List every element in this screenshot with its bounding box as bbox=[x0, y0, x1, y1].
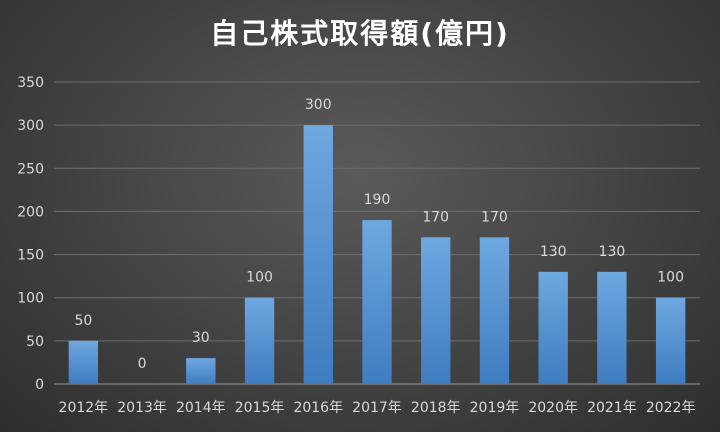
data-label: 170 bbox=[422, 209, 449, 225]
x-tick-label: 2013年 bbox=[117, 400, 167, 416]
x-tick-label: 2017年 bbox=[352, 400, 402, 416]
data-label: 50 bbox=[74, 313, 92, 329]
data-label: 100 bbox=[246, 270, 273, 286]
y-tick-label: 350 bbox=[17, 75, 44, 91]
data-label: 190 bbox=[364, 192, 391, 208]
bar-2022年 bbox=[655, 297, 686, 384]
x-tick-label: 2012年 bbox=[59, 400, 109, 416]
x-tick-label: 2020年 bbox=[528, 400, 578, 416]
y-tick-label: 150 bbox=[17, 248, 44, 264]
bar-2012年 bbox=[68, 340, 99, 384]
x-tick-label: 2021年 bbox=[587, 400, 637, 416]
bar-2016年 bbox=[303, 125, 333, 385]
x-tick-label: 2018年 bbox=[411, 400, 461, 416]
x-tick-label: 2016年 bbox=[293, 400, 343, 416]
data-label: 0 bbox=[138, 356, 147, 372]
bar-2020年 bbox=[538, 271, 568, 384]
y-axis-ticks: 0 50 100 150 200 250 300 350 bbox=[17, 75, 44, 393]
data-label: 100 bbox=[657, 270, 684, 286]
x-axis-ticks: 2012年 2013年 2014年 2015年 2016年 2017年 2018年 2019年… bbox=[59, 400, 696, 416]
bar-2019年 bbox=[479, 237, 510, 384]
bar-2018年 bbox=[421, 237, 451, 384]
data-labels: 50 0 30 100 300 190 170 170 130 130 100 bbox=[74, 97, 684, 372]
y-tick-label: 300 bbox=[17, 118, 44, 134]
x-tick-label: 2019年 bbox=[470, 400, 520, 416]
chart-title: 自己株式取得額(億円) bbox=[210, 17, 510, 50]
bars bbox=[68, 125, 686, 385]
data-label: 130 bbox=[540, 244, 567, 260]
y-tick-label: 200 bbox=[17, 204, 44, 220]
bar-2017年 bbox=[362, 220, 392, 384]
y-tick-label: 250 bbox=[17, 161, 44, 177]
x-tick-label: 2014年 bbox=[176, 400, 226, 416]
x-tick-label: 2022年 bbox=[646, 400, 696, 416]
data-label: 300 bbox=[305, 97, 332, 113]
x-tick-label: 2015年 bbox=[235, 400, 285, 416]
bar-2014年 bbox=[186, 358, 216, 384]
bar-2021年 bbox=[597, 271, 627, 384]
data-label: 30 bbox=[192, 330, 210, 346]
bar-2015年 bbox=[244, 297, 275, 384]
y-tick-label: 50 bbox=[26, 334, 44, 350]
y-tick-label: 0 bbox=[35, 377, 44, 393]
data-label: 170 bbox=[481, 209, 508, 225]
data-label: 130 bbox=[599, 244, 626, 260]
y-tick-label: 100 bbox=[17, 291, 44, 307]
